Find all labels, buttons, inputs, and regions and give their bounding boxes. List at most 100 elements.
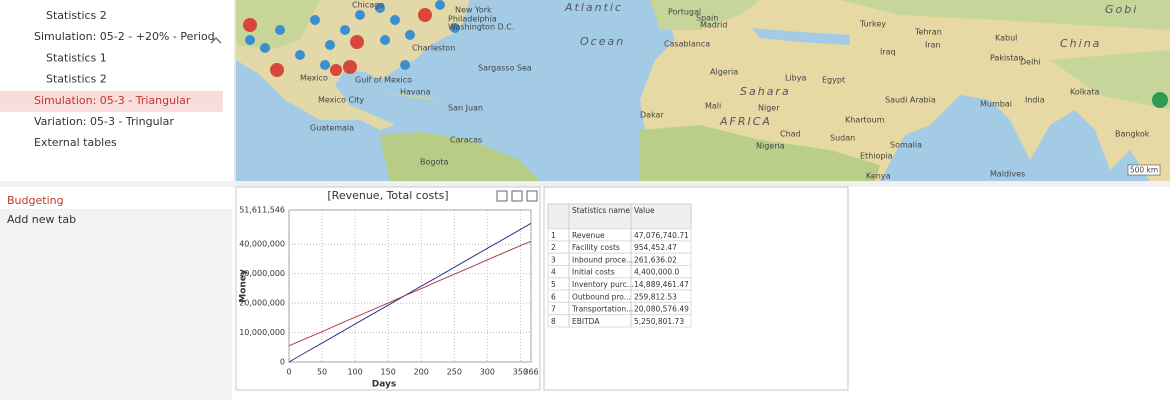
map-label: Iraq	[880, 48, 896, 57]
column-header: Statistics name	[572, 206, 630, 215]
map-label: Maldives	[990, 170, 1025, 179]
map-label: Havana	[400, 88, 431, 97]
table-cell: 14,889,461.47	[634, 280, 689, 289]
collapse-icon[interactable]	[210, 37, 222, 44]
plot-area	[288, 209, 532, 363]
table-cell: Inbound proce...	[572, 255, 633, 264]
map-control[interactable]	[1152, 92, 1168, 108]
land	[236, 0, 320, 50]
y-tick-label: 30,000,000	[239, 269, 285, 278]
map-label: Washington D.C.	[448, 23, 514, 32]
map-label: Sudan	[830, 134, 855, 143]
button[interactable]	[511, 190, 523, 202]
tree-item[interactable]: Simulation: 05-3 - Triangular	[34, 94, 191, 107]
y-axis-label: Money	[239, 269, 249, 303]
x-tick-label: 250	[447, 368, 462, 377]
map-label: Chicago	[352, 1, 384, 10]
land	[840, 0, 1170, 30]
table-cell: 261,636.02	[634, 255, 677, 264]
map-label: Ocean	[580, 35, 625, 48]
x-tick-label: 100	[347, 368, 362, 377]
map-label: Bogota	[420, 158, 448, 167]
map-label: Chad	[780, 130, 801, 139]
table: Statistics name Value 1 Revenue 47,076,740.7…	[547, 203, 692, 328]
tree-item[interactable]: External tables	[34, 136, 117, 149]
map-label: Philadelphia	[448, 15, 497, 24]
tab[interactable]: Budgeting	[7, 194, 64, 207]
map-label: Portugal	[668, 8, 701, 17]
land	[640, 125, 880, 181]
splitter	[0, 181, 1170, 187]
table-cell: Transportation...	[571, 305, 633, 314]
column-header: Value	[634, 206, 655, 215]
map-label: New York	[455, 6, 492, 15]
land	[1050, 50, 1170, 110]
table-cell: 4,400,000.0	[634, 268, 680, 277]
map-label: Niger	[758, 104, 780, 113]
y-tick-label: 10,000,000	[239, 328, 285, 337]
tree-item[interactable]: Statistics 1	[46, 51, 107, 64]
x-tick-label: 50	[317, 368, 327, 377]
map-label: Ethiopia	[860, 152, 893, 161]
map-label: Mexico City	[318, 96, 364, 105]
table-header	[547, 203, 692, 230]
map-label: Iran	[925, 41, 941, 50]
line-series	[288, 222, 532, 363]
map-label: Dakar	[640, 111, 664, 120]
table-cell: Inventory purc...	[572, 280, 634, 289]
button[interactable]	[526, 190, 538, 202]
map-label: Turkey	[859, 20, 886, 29]
map-label: India	[1025, 96, 1045, 105]
map-label: Gulf of Mexico	[355, 76, 412, 85]
map-label: Mexico	[300, 74, 328, 83]
tree-item[interactable]: Statistics 2	[46, 73, 107, 86]
land	[385, 92, 440, 100]
table-cell: 7	[551, 305, 556, 314]
sea	[752, 28, 850, 45]
map-label: Sargasso Sea	[478, 64, 532, 73]
tree-item[interactable]: Statistics 2	[46, 9, 107, 22]
map-label: Kabul	[995, 34, 1017, 43]
x-tick-label: 300	[480, 368, 495, 377]
map-label: AFRICA	[719, 115, 772, 128]
map-label: Kenya	[866, 172, 891, 181]
table-cell: Facility costs	[572, 243, 620, 252]
table-cell: 6	[551, 292, 556, 301]
button[interactable]	[496, 190, 508, 202]
tree-item[interactable]: Simulation: 05-2 - +20% - Period	[34, 30, 215, 43]
y-tick-label: 40,000,000	[239, 240, 285, 249]
sidebar: Statistics 2 Simulation: 05-2 - +20% - Pe…	[0, 9, 223, 149]
x-tick-label: 0	[286, 368, 291, 377]
table-row	[547, 314, 692, 328]
map-label: China	[1060, 37, 1101, 50]
tabs: Budgeting Add new tab	[0, 192, 232, 226]
y-tick-label: 0	[280, 358, 285, 367]
x-axis-label: Days	[372, 380, 397, 390]
map-label: Khartoum	[845, 116, 885, 125]
map-label: Spain	[696, 14, 718, 23]
chart: 0 10,000,000 20,000,000 30,000,000 40,000,00…	[239, 206, 538, 377]
table-cell: 47,076,740.71	[634, 231, 689, 240]
map-label: Gobi	[1105, 3, 1138, 16]
chart-title: [Revenue, Total costs]	[327, 189, 448, 202]
markers	[245, 0, 460, 70]
map-label: Nigeria	[756, 142, 785, 151]
y-tick-label: 51,611,546	[239, 206, 285, 215]
table-cell: 5,250,801.73	[634, 317, 684, 326]
map-label: Atlantic	[564, 1, 623, 14]
selected-row	[0, 90, 223, 112]
map-label: Bangkok	[1115, 130, 1150, 139]
scale-bar	[1127, 164, 1161, 176]
table-cell: 1	[551, 231, 556, 240]
table-cell: 4	[551, 268, 556, 277]
table-cell: 8	[551, 317, 556, 326]
map-label: Caracas	[450, 136, 482, 145]
map-label: Tehran	[914, 28, 942, 37]
table-cell: 3	[551, 255, 556, 264]
tree-item[interactable]: Variation: 05-3 - Tringular	[34, 115, 174, 128]
tab[interactable]: Add new tab	[7, 213, 76, 226]
map-label: San Juan	[448, 104, 483, 113]
map-label: Egypt	[822, 76, 845, 85]
